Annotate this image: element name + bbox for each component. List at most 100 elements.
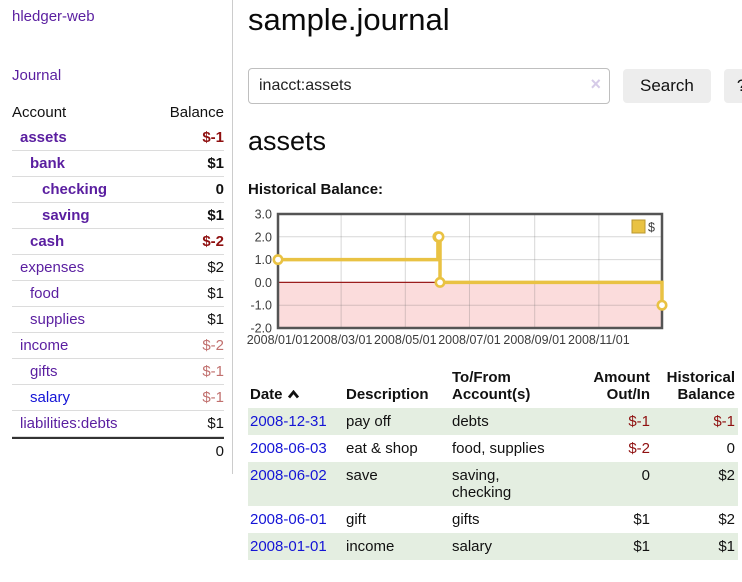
x-axis-tick-label: 2008/05/01 bbox=[374, 333, 437, 347]
transaction-balance: $1 bbox=[718, 538, 735, 555]
brand-link[interactable]: hledger-web bbox=[12, 8, 95, 25]
balance-column-header: Balance bbox=[169, 104, 224, 121]
account-balance: $2 bbox=[207, 259, 224, 276]
transaction-row[interactable]: 2008-06-02 save saving, checking 0 $2 bbox=[248, 462, 738, 506]
search-input[interactable] bbox=[248, 68, 610, 104]
account-link-checking[interactable]: checking bbox=[42, 181, 108, 198]
account-balance: $-1 bbox=[202, 363, 224, 380]
transaction-balance: $2 bbox=[718, 467, 735, 484]
account-balance: $1 bbox=[207, 155, 224, 172]
account-row: bank $1 bbox=[12, 151, 224, 177]
column-header-description: Description bbox=[346, 386, 429, 403]
transaction-row[interactable]: 2008-12-31 pay off debts $-1 $-1 bbox=[248, 408, 738, 435]
help-button[interactable]: ? bbox=[723, 69, 742, 103]
transaction-accounts: food, supplies bbox=[452, 440, 545, 457]
x-axis-tick-label: 2008/03/01 bbox=[310, 333, 373, 347]
transaction-date-link[interactable]: 2008-06-03 bbox=[250, 440, 327, 457]
account-balance: $-1 bbox=[202, 129, 224, 146]
register-header-row: Date Description To/From Account(s) Amou… bbox=[248, 366, 738, 408]
accounts-total-row: 0 bbox=[12, 437, 224, 464]
accounts-table: Account Balance assets $-1 bank $1 check… bbox=[12, 100, 224, 464]
account-row: gifts $-1 bbox=[12, 359, 224, 385]
account-row: supplies $1 bbox=[12, 307, 224, 333]
account-balance: 0 bbox=[215, 181, 224, 198]
chart-title: Historical Balance: bbox=[248, 181, 384, 198]
account-row: food $1 bbox=[12, 281, 224, 307]
transaction-description: save bbox=[346, 467, 378, 484]
page-title: sample.journal bbox=[248, 2, 450, 37]
account-link-salary[interactable]: salary bbox=[30, 389, 71, 406]
x-axis-tick-label: 2008/07/01 bbox=[438, 333, 501, 347]
account-link-income[interactable]: income bbox=[20, 337, 69, 354]
legend-label: $ bbox=[648, 221, 655, 235]
transaction-accounts: saving, checking bbox=[452, 467, 512, 501]
legend-swatch bbox=[631, 219, 646, 234]
account-link-liabilities-debts[interactable]: liabilities:debts bbox=[20, 415, 118, 432]
transaction-accounts: gifts bbox=[452, 511, 480, 528]
transaction-amount: $-1 bbox=[628, 413, 650, 430]
account-balance: $-2 bbox=[202, 337, 224, 354]
chart-point bbox=[272, 254, 284, 266]
date-column-label: Date bbox=[250, 386, 283, 403]
account-row: assets $-1 bbox=[12, 125, 224, 151]
clear-search-icon[interactable]: × bbox=[590, 74, 601, 94]
transaction-row[interactable]: 2008-06-03 eat & shop food, supplies $-2… bbox=[248, 435, 738, 462]
column-header-accounts: To/From Account(s) bbox=[452, 369, 531, 403]
account-link-assets[interactable]: assets bbox=[20, 129, 67, 146]
account-link-expenses[interactable]: expenses bbox=[20, 259, 85, 276]
account-row: salary $-1 bbox=[12, 385, 224, 411]
y-axis-tick-label: -2.0 bbox=[250, 322, 272, 336]
account-balance: $-1 bbox=[202, 389, 224, 406]
account-column-header: Account bbox=[12, 104, 67, 121]
transaction-row[interactable]: 2008-01-01 income salary $1 $1 bbox=[248, 533, 738, 560]
transaction-row[interactable]: 2008-06-01 gift gifts $1 $2 bbox=[248, 506, 738, 533]
chart-point bbox=[656, 299, 668, 311]
transaction-description: gift bbox=[346, 511, 367, 528]
x-axis-tick-label: 2008/11/01 bbox=[568, 333, 630, 347]
account-link-cash[interactable]: cash bbox=[30, 233, 65, 250]
y-axis-tick-label: 2.0 bbox=[255, 230, 272, 244]
account-balance: $1 bbox=[207, 415, 224, 432]
transaction-amount: 0 bbox=[641, 467, 650, 484]
y-axis-tick-label: 1.0 bbox=[255, 253, 272, 267]
account-row: income $-2 bbox=[12, 333, 224, 359]
transaction-amount: $1 bbox=[633, 511, 650, 528]
account-balance: $-2 bbox=[202, 233, 224, 250]
y-axis-tick-label: -1.0 bbox=[250, 299, 272, 313]
account-link-saving[interactable]: saving bbox=[42, 207, 90, 224]
account-row: liabilities:debts $1 bbox=[12, 411, 224, 437]
transaction-date-link[interactable]: 2008-06-02 bbox=[250, 467, 327, 484]
transaction-description: income bbox=[346, 538, 395, 555]
account-balance: $1 bbox=[207, 207, 224, 224]
y-axis-tick-label: 3.0 bbox=[255, 208, 272, 222]
transaction-date-link[interactable]: 2008-12-31 bbox=[250, 413, 327, 430]
column-header-balance: Historical Balance bbox=[666, 369, 735, 403]
y-axis-tick-label: 0.0 bbox=[255, 276, 272, 290]
transaction-accounts: debts bbox=[452, 413, 489, 430]
account-link-food[interactable]: food bbox=[30, 285, 60, 302]
column-header-amount: Amount Out/In bbox=[593, 369, 650, 403]
transaction-balance: $-1 bbox=[713, 413, 735, 430]
sidebar-item-journal[interactable]: Journal bbox=[12, 67, 62, 84]
search-form: × Search ? bbox=[248, 68, 742, 104]
chart-point bbox=[433, 231, 445, 243]
account-link-bank[interactable]: bank bbox=[30, 155, 66, 172]
column-header-date[interactable]: Date bbox=[248, 366, 344, 408]
account-heading: assets bbox=[248, 126, 327, 156]
plot-border bbox=[276, 212, 664, 330]
transaction-balance: 0 bbox=[726, 440, 735, 457]
transaction-amount: $1 bbox=[633, 538, 650, 555]
transaction-date-link[interactable]: 2008-06-01 bbox=[250, 511, 327, 528]
account-link-gifts[interactable]: gifts bbox=[30, 363, 58, 380]
register-table: Date Description To/From Account(s) Amou… bbox=[248, 366, 738, 560]
transaction-amount: $-2 bbox=[628, 440, 650, 457]
transaction-balance: $2 bbox=[718, 511, 735, 528]
chart-point bbox=[434, 276, 446, 288]
historical-balance-chart: 3.0 2.0 1.0 0.0 -1.0 -2.0 2008/01/01 2008/03/01… bbox=[247, 206, 742, 348]
account-row: saving $1 bbox=[12, 203, 224, 229]
search-button[interactable]: Search bbox=[623, 69, 711, 103]
x-axis-tick-label: 2008/01/01 bbox=[247, 333, 310, 347]
account-link-supplies[interactable]: supplies bbox=[30, 311, 86, 328]
transaction-date-link[interactable]: 2008-01-01 bbox=[250, 538, 327, 555]
account-row: expenses $2 bbox=[12, 255, 224, 281]
